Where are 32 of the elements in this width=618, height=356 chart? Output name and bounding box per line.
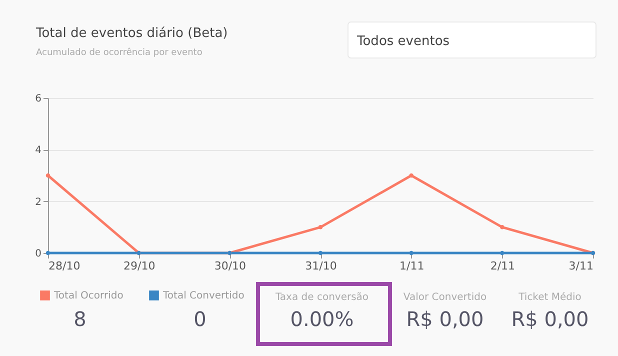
text: R$ 0,00 [511,307,589,331]
point [500,250,504,256]
point [46,173,50,178]
point [409,250,414,256]
point [46,250,50,256]
x-tick-label: 30/10 [214,260,246,272]
point [318,250,323,256]
x-tick-label: 28/10 [48,260,80,272]
text: Todos eventos [356,34,450,49]
text: Ticket Médio [518,292,582,303]
y-tick-label: 6 [35,94,42,104]
chart-subtitle: Acumulado de ocorrência por evento [36,47,203,58]
y-tick-label: 2 [35,196,42,208]
y-tick-label: 4 [35,145,42,156]
chart-title: Total de eventos diário (Beta) [35,26,228,41]
text: 0.00% [290,307,354,331]
x-tick-label: 2/11 [490,260,516,272]
x-tick-label: 29/10 [123,260,156,272]
x-tick-label: 3/11 [568,260,594,272]
text: 8 [74,307,86,331]
text: R$ 0,00 [406,307,484,331]
point [318,225,323,230]
x-tick-label: 1/11 [399,260,424,272]
legend-label: Total Ocorrido [53,290,124,302]
point [409,173,414,178]
text: Taxa de conversão [274,292,369,303]
legend-label: Total Convertido [162,290,244,302]
text: 0 [194,307,206,331]
y-tick-label: 0 [35,248,42,260]
point [500,225,504,230]
text: Valor Convertido [403,292,487,303]
x-tick-label: 31/10 [305,260,337,272]
